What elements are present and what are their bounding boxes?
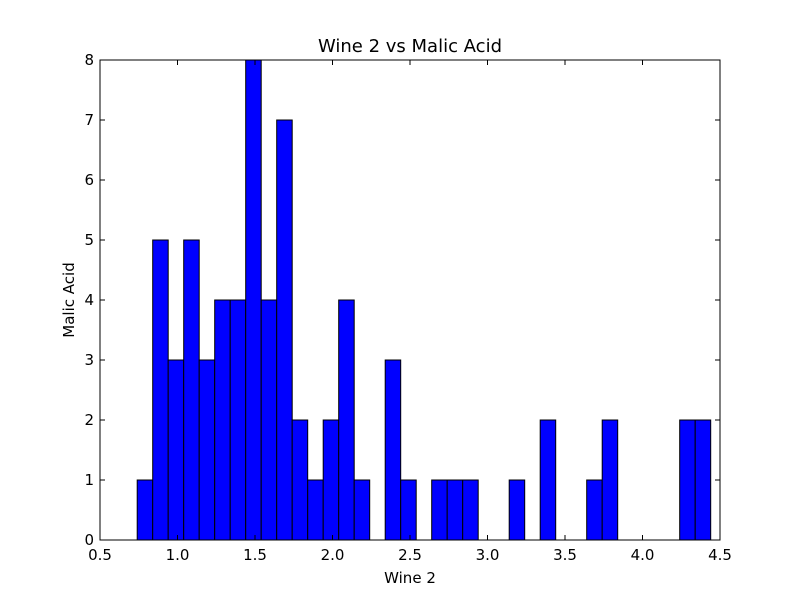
histogram-bar [214,299,231,541]
x-tick-label: 0.5 [88,546,112,564]
histogram-bar [601,419,619,541]
histogram-bar [183,239,200,541]
histogram-bar [539,419,557,541]
ticks-group: 0.5 1.0 1.5 2.0 2.5 3.0 3.5 4.0 4.5 0 1 2 3 4 5 6 7 8 [84,51,731,564]
y-tick-label: 1 [84,471,94,489]
histogram-bar [322,419,340,541]
histogram-bar [446,479,464,541]
histogram-bar [384,359,402,541]
y-tick-label: 7 [84,111,94,129]
y-tick-label: 2 [84,411,94,429]
x-tick-label: 3.5 [553,546,577,564]
histogram-bar [338,299,355,541]
histogram-bar [586,479,603,541]
x-tick-label: 2.5 [398,546,422,564]
chart-title: Wine 2 vs Malic Acid [318,36,502,57]
histogram-bar [260,299,278,541]
histogram-bar [462,479,479,541]
histogram-bar [198,359,216,541]
x-tick-label: 1.5 [243,546,267,564]
histogram-bar [431,479,448,541]
x-tick-label: 4.5 [708,546,732,564]
y-tick-label: 8 [84,51,94,69]
x-tick-label: 4.0 [631,546,655,564]
y-axis-label: Malic Acid [60,262,78,337]
histogram-bar [229,299,247,541]
histogram-bar [679,419,696,541]
histogram-bar [136,479,154,541]
histogram-bar [291,419,309,541]
histogram-bar [152,239,169,541]
histogram-bar [353,479,371,541]
x-tick-label: 3.0 [476,546,500,564]
histogram-bar [307,479,324,541]
histogram-bar [508,479,526,541]
x-tick-label: 2.0 [321,546,345,564]
x-tick-label: 1.0 [166,546,190,564]
histogram-bar [276,119,293,541]
y-tick-label: 5 [84,231,94,249]
histogram-bar [167,359,185,541]
y-tick-label: 4 [84,291,94,309]
y-tick-label: 3 [84,351,94,369]
y-tick-label: 6 [84,171,94,189]
bars-group [136,59,712,541]
plot-frame [99,59,721,541]
histogram-bar [245,59,262,541]
histogram-bar [694,419,712,541]
histogram-bar [400,479,417,541]
y-tick-label: 0 [84,531,94,549]
x-axis-label: Wine 2 [384,569,436,587]
